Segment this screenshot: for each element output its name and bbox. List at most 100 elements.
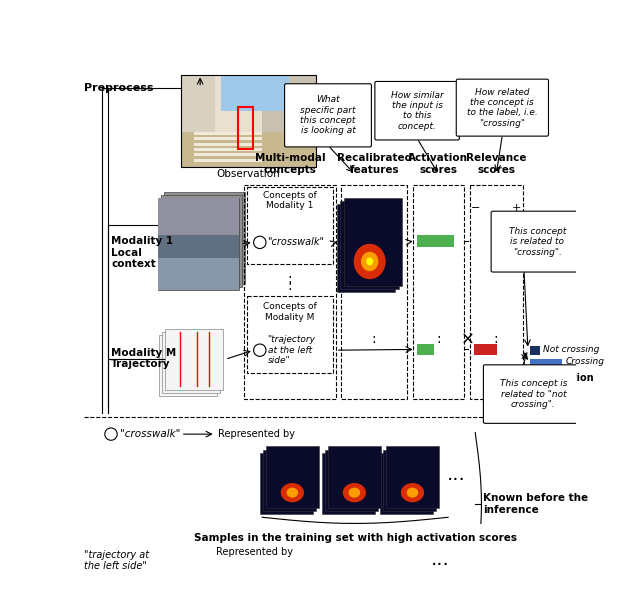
- Text: :: :: [288, 272, 292, 286]
- Text: Concepts of
Modality M: Concepts of Modality M: [263, 302, 317, 322]
- FancyBboxPatch shape: [285, 84, 371, 147]
- Bar: [372, 537, 417, 589]
- Bar: [214, 75, 262, 139]
- Bar: [470, 184, 522, 399]
- Bar: [496, 234, 518, 247]
- Bar: [180, 75, 316, 167]
- Bar: [417, 234, 454, 247]
- Bar: [316, 537, 362, 589]
- Bar: [157, 198, 239, 290]
- Bar: [344, 198, 402, 286]
- Text: "crosswalk": "crosswalk": [268, 237, 324, 247]
- Text: Relevance
scores: Relevance scores: [466, 153, 527, 174]
- Bar: [262, 535, 307, 589]
- FancyBboxPatch shape: [375, 81, 460, 140]
- Bar: [260, 452, 312, 514]
- Bar: [221, 75, 289, 111]
- Bar: [164, 191, 245, 284]
- Bar: [417, 344, 434, 355]
- Bar: [244, 184, 336, 399]
- Bar: [180, 132, 316, 167]
- Bar: [260, 537, 305, 589]
- Text: How related
the concept is
to the label, i.e.
"crossing": How related the concept is to the label,…: [467, 88, 538, 128]
- FancyBboxPatch shape: [483, 365, 584, 423]
- Text: How similar
the input is
to this
concept.: How similar the input is to this concept…: [391, 91, 444, 131]
- Bar: [195, 159, 262, 162]
- Ellipse shape: [349, 488, 360, 498]
- Ellipse shape: [406, 488, 419, 498]
- Bar: [162, 332, 220, 393]
- Bar: [383, 449, 436, 511]
- Text: ...: ...: [447, 465, 465, 484]
- Text: :: :: [288, 279, 292, 293]
- Bar: [529, 346, 540, 355]
- Text: Represented by: Represented by: [218, 429, 295, 439]
- Text: Multi-modal
concepts: Multi-modal concepts: [255, 153, 325, 174]
- Text: Prediction: Prediction: [537, 372, 594, 382]
- FancyBboxPatch shape: [456, 79, 548, 136]
- Bar: [474, 344, 497, 355]
- Circle shape: [253, 344, 266, 356]
- Text: +: +: [511, 203, 521, 213]
- Text: Activation
scores: Activation scores: [408, 153, 468, 174]
- Bar: [413, 184, 463, 399]
- Text: Concepts of
Modality 1: Concepts of Modality 1: [263, 191, 317, 210]
- Text: Modality 1
Local
context: Modality 1 Local context: [111, 236, 173, 269]
- Bar: [314, 540, 359, 589]
- Bar: [325, 449, 378, 511]
- Bar: [340, 201, 399, 289]
- Bar: [257, 540, 303, 589]
- Ellipse shape: [281, 483, 304, 502]
- Bar: [386, 446, 439, 508]
- FancyBboxPatch shape: [491, 211, 584, 272]
- Text: This concept
is related to
"crossing".: This concept is related to "crossing".: [509, 227, 566, 257]
- Ellipse shape: [287, 488, 298, 498]
- Bar: [374, 535, 419, 589]
- Bar: [161, 194, 242, 287]
- Bar: [180, 75, 221, 158]
- Text: Samples in the training set with high activation scores: Samples in the training set with high ac…: [194, 532, 516, 542]
- Text: Known before the
inference: Known before the inference: [483, 493, 588, 515]
- Circle shape: [95, 546, 108, 558]
- Bar: [246, 296, 333, 373]
- Text: Represented by: Represented by: [216, 547, 292, 557]
- Bar: [263, 449, 316, 511]
- Text: $\times$: $\times$: [460, 330, 474, 348]
- Bar: [322, 452, 374, 514]
- Circle shape: [253, 236, 266, 249]
- Bar: [195, 143, 262, 145]
- Bar: [195, 137, 262, 140]
- Text: ...: ...: [431, 550, 450, 569]
- Bar: [529, 359, 562, 367]
- Text: :: :: [372, 332, 376, 346]
- Bar: [157, 234, 239, 258]
- Bar: [266, 446, 319, 508]
- Text: Not crossing: Not crossing: [543, 345, 600, 354]
- Bar: [159, 335, 217, 396]
- Ellipse shape: [361, 252, 378, 271]
- Ellipse shape: [366, 257, 373, 266]
- Text: Recalibrated
features: Recalibrated features: [337, 153, 412, 174]
- Bar: [195, 148, 262, 151]
- Ellipse shape: [401, 483, 424, 502]
- Text: :: :: [436, 332, 441, 346]
- Bar: [246, 187, 333, 264]
- Text: Preprocess: Preprocess: [84, 82, 154, 92]
- Text: Crossing: Crossing: [565, 358, 604, 366]
- Text: Modality M
Trajectory: Modality M Trajectory: [111, 348, 176, 369]
- Circle shape: [105, 428, 117, 441]
- Text: Observation: Observation: [217, 169, 280, 179]
- Bar: [341, 184, 407, 399]
- Text: This concept is
related to "not
crossing".: This concept is related to "not crossing…: [500, 379, 567, 409]
- Bar: [157, 258, 239, 290]
- Bar: [337, 204, 396, 293]
- Bar: [370, 540, 415, 589]
- Bar: [180, 75, 316, 116]
- Bar: [195, 132, 262, 135]
- Ellipse shape: [343, 483, 366, 502]
- Bar: [157, 198, 239, 234]
- Bar: [380, 452, 433, 514]
- Text: −: −: [471, 203, 481, 213]
- Bar: [237, 107, 253, 149]
- Bar: [255, 75, 316, 153]
